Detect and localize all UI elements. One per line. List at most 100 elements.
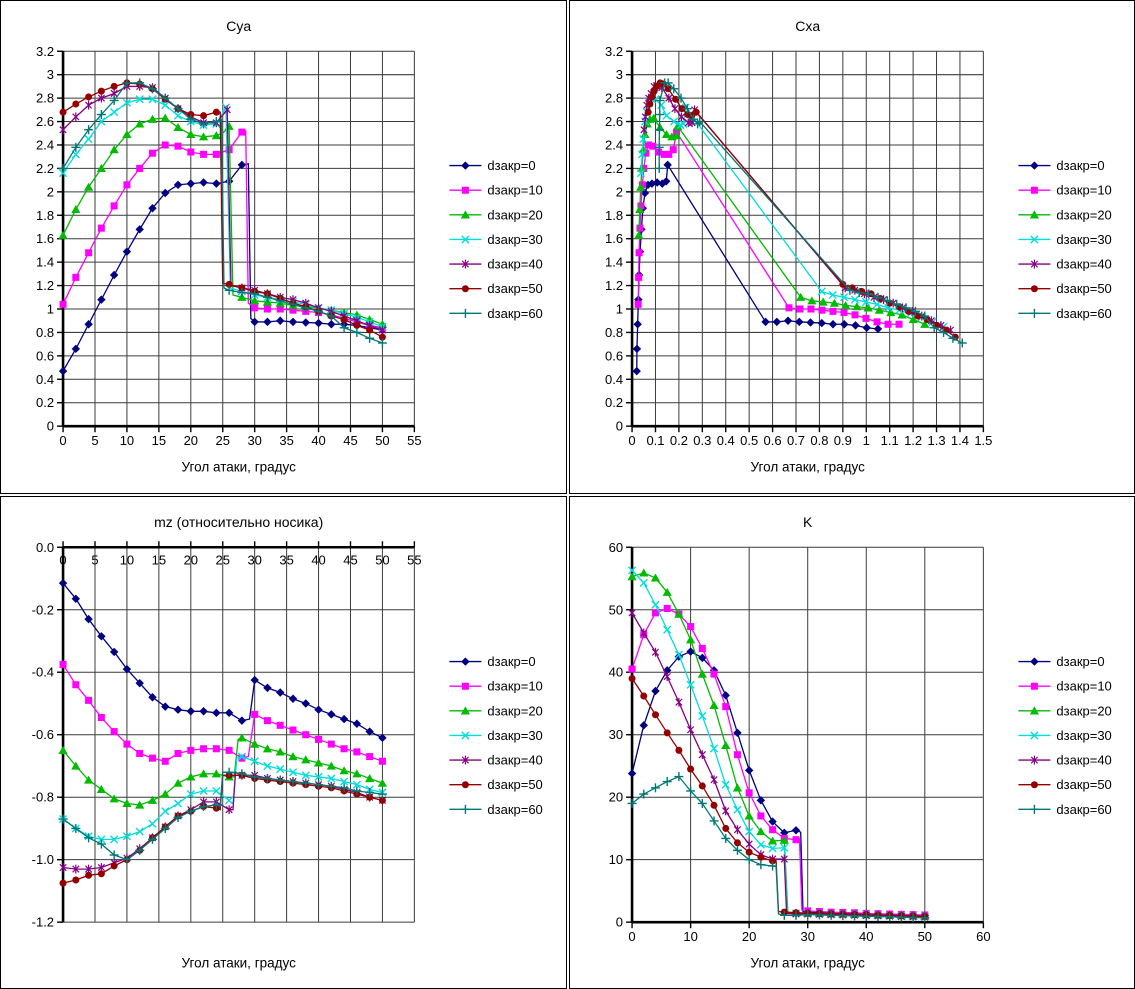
data-point-marker: [122, 130, 132, 139]
chart-mz-svg: -1.2 -1.0 -0.8 -0.6 -0.4 -0.2 0.0 0 5 10 15 20 25 30 3…: [32, 514, 543, 970]
data-point-marker: [251, 304, 259, 312]
legend-item: dзакр=60: [1017, 306, 1111, 321]
x-axis-title: Угол атаки, градус: [182, 459, 297, 474]
data-point-marker: [136, 164, 144, 172]
series-square: [59, 660, 386, 765]
data-point-marker: [692, 108, 700, 116]
data-point-marker: [174, 749, 182, 757]
data-point-marker: [828, 290, 837, 300]
series-star: [639, 81, 954, 335]
data-point-marker: [135, 800, 145, 809]
legend-label: dзакр=60: [487, 306, 542, 321]
data-point-marker: [352, 780, 361, 789]
data-point-marker: [122, 664, 132, 673]
data-point-marker: [872, 300, 881, 309]
data-point-marker: [779, 828, 788, 837]
series-x: [627, 565, 929, 921]
data-point-marker: [211, 131, 221, 140]
legend-item: dзакр=20: [1017, 703, 1111, 718]
data-point-marker: [850, 295, 859, 304]
data-point-marker: [828, 320, 837, 329]
data-point-marker: [72, 680, 80, 688]
data-point-marker: [288, 751, 298, 760]
data-point-marker: [238, 284, 246, 292]
data-point-marker: [745, 788, 753, 796]
legend-item: dзакр=50: [449, 281, 543, 296]
data-point-marker: [250, 739, 260, 748]
data-point-marker: [1029, 730, 1039, 740]
data-point-marker: [110, 202, 118, 210]
x-tick-label: 0: [59, 433, 66, 448]
chart-panel-mz: -1.2 -1.0 -0.8 -0.6 -0.4 -0.2 0.0 0 5 10 15 20 25 30 3…: [0, 495, 567, 989]
data-point-marker: [873, 318, 881, 326]
data-point-marker: [644, 108, 652, 116]
x-tick-label: 30: [247, 433, 261, 448]
legend-item: dзакр=0: [1017, 654, 1104, 669]
data-point-marker: [650, 600, 660, 609]
data-point-marker: [301, 318, 310, 327]
data-point-marker: [136, 749, 144, 757]
x-tick-label: 0.9: [833, 433, 851, 448]
data-point-marker: [638, 135, 647, 144]
y-tick-label: 1: [615, 302, 622, 317]
legend-item: dзакр=20: [449, 703, 543, 718]
y-tick-label: 10: [608, 852, 622, 867]
legend-item: dзакр=50: [1017, 777, 1111, 792]
data-point-marker: [97, 295, 106, 304]
data-point-marker: [276, 316, 285, 325]
data-point-marker: [122, 798, 132, 807]
data-point-marker: [314, 772, 323, 781]
data-point-marker: [760, 317, 770, 327]
data-point-marker: [779, 835, 789, 844]
data-point-marker: [174, 142, 182, 150]
y-tick-label: 2.8: [36, 91, 54, 106]
legend-label: dзакр=50: [487, 777, 542, 792]
legend-item: dзакр=20: [1017, 207, 1111, 222]
x-tick-label: 15: [152, 552, 166, 567]
data-point-marker: [225, 280, 233, 288]
data-point-marker: [650, 95, 660, 104]
data-point-marker: [634, 204, 644, 214]
y-tick-label: 0: [47, 419, 54, 434]
data-point-marker: [353, 747, 361, 755]
data-point-marker: [161, 188, 170, 198]
data-point-marker: [85, 249, 93, 257]
x-tick-label: 1.2: [904, 433, 922, 448]
legend-item: dзакр=40: [449, 752, 543, 767]
y-tick-label: 1.2: [36, 278, 54, 293]
legend-item: dзакр=10: [449, 678, 543, 693]
data-point-marker: [744, 811, 754, 820]
data-point-marker: [685, 634, 695, 643]
x-tick-label: 30: [247, 552, 261, 567]
data-point-marker: [632, 344, 641, 354]
data-point-marker: [633, 230, 643, 239]
y-tick-label: 0.8: [36, 325, 54, 340]
x-tick-label: 55: [407, 552, 421, 567]
data-point-marker: [365, 773, 375, 782]
data-point-marker: [289, 726, 297, 734]
data-point-marker: [237, 732, 247, 741]
x-tick-label: 5: [91, 433, 98, 448]
data-point-marker: [839, 320, 848, 329]
x-tick-label: 5: [91, 552, 98, 567]
data-point-marker: [72, 875, 80, 884]
data-point-marker: [628, 674, 636, 682]
data-point-marker: [224, 708, 234, 717]
data-point-marker: [461, 730, 470, 740]
series-line: [62, 162, 383, 372]
data-point-marker: [794, 317, 803, 327]
axis-ticks: 0 10 20 30 40 50 60 0 10 20 30 40 50 60: [608, 539, 990, 944]
data-point-marker: [147, 114, 158, 123]
x-tick-label: 0.2: [669, 433, 687, 448]
data-point-marker: [874, 305, 884, 314]
data-point-marker: [85, 871, 93, 879]
data-point-marker: [651, 608, 659, 616]
data-point-marker: [795, 292, 805, 301]
data-point-marker: [314, 318, 323, 328]
data-point-marker: [862, 314, 870, 322]
data-point-marker: [71, 150, 80, 159]
data-point-marker: [276, 764, 285, 773]
y-tick-label: -0.8: [32, 789, 54, 804]
chart-title: Cya: [226, 18, 251, 34]
